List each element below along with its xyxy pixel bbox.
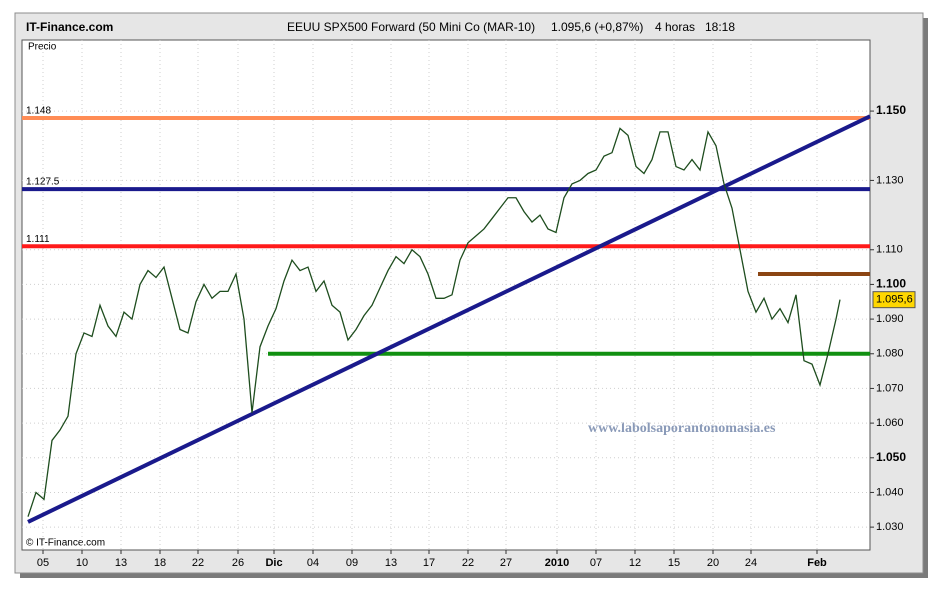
x-tick-label: 20 (707, 557, 719, 569)
site-name: IT-Finance.com (26, 20, 113, 34)
x-tick-label: 2010 (545, 557, 569, 569)
y-tick-label: 1.070 (876, 382, 904, 394)
y-tick-label: 1.060 (876, 417, 904, 429)
level-label: 1.111 (26, 234, 50, 245)
x-tick-label: Feb (807, 557, 827, 569)
x-tick-label: 05 (37, 557, 49, 569)
x-tick-label: 26 (232, 557, 244, 569)
x-tick-label: 12 (629, 557, 641, 569)
quote: 1.095,6 (+0,87%) (551, 20, 643, 34)
time: 18:18 (705, 20, 735, 34)
y-tick-label: 1.110 (876, 244, 903, 256)
chart-title: EEUU SPX500 Forward (50 Mini Co (MAR-10) (287, 20, 535, 34)
x-tick-label: 18 (154, 557, 166, 569)
x-tick-label: 09 (346, 557, 358, 569)
y-tick-label: 1.050 (876, 450, 906, 464)
x-tick-label: 27 (500, 557, 512, 569)
y-tick-label: 1.080 (876, 348, 904, 360)
timeframe: 4 horas (655, 20, 695, 34)
x-tick-label: 04 (307, 557, 319, 569)
x-tick-label: 07 (590, 557, 602, 569)
x-tick-label: 17 (423, 557, 435, 569)
x-tick-label: 10 (76, 557, 88, 569)
level-label: 1.148 (26, 106, 51, 117)
trend-line (27, 114, 871, 524)
x-tick-label: 24 (745, 557, 757, 569)
x-tick-label: 13 (385, 557, 397, 569)
y-tick-label: 1.030 (876, 521, 904, 533)
level-label: 1.127.5 (26, 177, 60, 188)
plot-area (21, 39, 871, 551)
x-tick-label: 22 (192, 557, 204, 569)
y-tick-label: 1.040 (876, 486, 904, 498)
y-label: Precio (28, 42, 57, 53)
copyright: © IT-Finance.com (26, 538, 105, 549)
x-tick-label: 13 (115, 557, 127, 569)
last-price-label: 1.095,6 (876, 294, 913, 306)
x-tick-label: Dic (265, 557, 282, 569)
y-tick-label: 1.150 (876, 103, 906, 117)
y-tick-label: 1.130 (876, 174, 904, 186)
x-tick-label: 15 (668, 557, 680, 569)
price-line (27, 127, 841, 517)
last-price-box (872, 291, 916, 309)
x-tick-label: 22 (462, 557, 474, 569)
y-tick-label: 1.100 (876, 277, 906, 291)
y-tick-label: 1.090 (876, 313, 904, 325)
